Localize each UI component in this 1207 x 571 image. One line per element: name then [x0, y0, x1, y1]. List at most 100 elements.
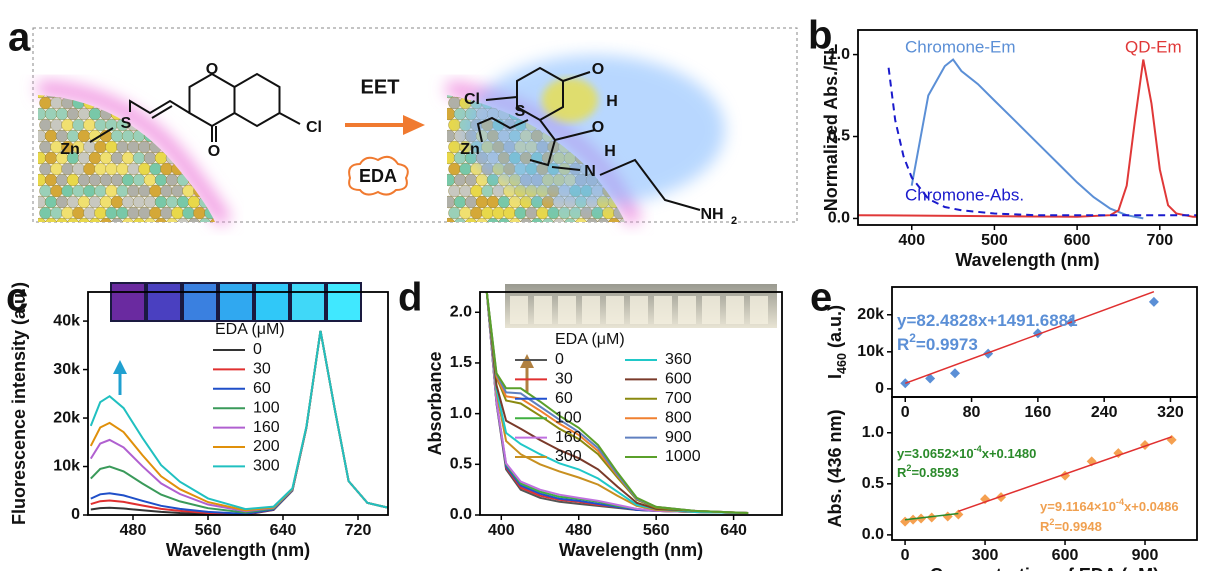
legend-label: 60: [555, 390, 573, 407]
annotation: R2=0.8593: [897, 463, 959, 480]
sphere: [194, 207, 206, 219]
diagram-label: NH: [700, 206, 723, 223]
sphere: [122, 196, 134, 208]
x-tick-label: 500: [981, 232, 1008, 249]
annotation: y=82.4828x+1491.6881: [897, 311, 1078, 330]
label-part: y=82.4828x+1491.6881: [897, 311, 1078, 330]
panel-label: a: [8, 16, 31, 60]
sphere: [67, 108, 79, 120]
sphere: [172, 185, 184, 197]
legend-label: 30: [253, 361, 271, 378]
diagram-label: O: [592, 119, 604, 136]
sphere: [482, 185, 494, 197]
diagram-label: H: [604, 143, 616, 160]
sphere: [471, 207, 483, 219]
x-tick-label: 400: [898, 232, 925, 249]
y-axis-label: Absorbance: [425, 351, 445, 455]
series-label: Chromone-Abs.: [905, 185, 1024, 204]
legend-label: 0: [555, 351, 564, 368]
legend-label: 1000: [665, 448, 701, 465]
legend-label: 0: [253, 341, 262, 358]
sphere: [128, 141, 140, 153]
y-tick-label: 1.0: [450, 405, 472, 422]
sphere: [460, 163, 472, 175]
legend-label: 60: [253, 380, 271, 397]
sphere: [89, 196, 101, 208]
sphere: [67, 174, 79, 186]
sphere: [144, 196, 156, 208]
annotation: R2=0.9948: [1040, 517, 1102, 534]
sphere: [155, 174, 167, 186]
sphere: [51, 163, 63, 175]
sphere: [40, 141, 52, 153]
x-tick-label: 80: [963, 404, 981, 421]
x-tick-label: 900: [1132, 547, 1159, 564]
sphere: [526, 207, 538, 219]
panel-label: d: [398, 276, 422, 320]
y-tick-label: 0.5: [862, 475, 884, 492]
x-tick-label: 240: [1091, 404, 1118, 421]
sphere: [139, 207, 151, 219]
sphere: [40, 163, 52, 175]
sphere: [117, 207, 129, 219]
series-label: Chromone-Em: [905, 37, 1016, 56]
x-tick-label: 720: [345, 522, 372, 539]
legend-label: 300: [253, 458, 280, 475]
sphere: [454, 196, 466, 208]
sphere: [95, 141, 107, 153]
y-tick-label: 10k: [53, 458, 80, 475]
y-tick-label: 1.5: [450, 354, 472, 371]
label-part: =0.8593: [911, 465, 958, 480]
sphere: [111, 196, 123, 208]
sphere: [100, 196, 112, 208]
sphere: [144, 174, 156, 186]
diagram-label: O: [208, 143, 220, 160]
sphere: [449, 141, 461, 153]
sphere: [482, 207, 494, 219]
sphere: [106, 185, 118, 197]
legend-title: EDA (μM): [215, 321, 285, 338]
sphere: [504, 207, 516, 219]
legend-label: 800: [665, 409, 692, 426]
sphere: [166, 174, 178, 186]
diagram-label: EET: [361, 76, 400, 98]
sphere: [471, 185, 483, 197]
sphere: [117, 141, 129, 153]
panel-label: b: [808, 14, 832, 58]
x-tick-label: 160: [1025, 404, 1052, 421]
x-tick-label: 560: [643, 522, 670, 539]
x-axis-label: Wavelength (nm): [955, 250, 1099, 270]
label-part: x+0.1480: [982, 446, 1037, 461]
sphere: [51, 119, 63, 131]
sphere: [166, 196, 178, 208]
sphere: [45, 174, 57, 186]
sphere: [89, 108, 101, 120]
sphere: [89, 152, 101, 164]
sphere: [150, 207, 162, 219]
sphere: [548, 207, 560, 219]
label-part: y=3.0652×10: [897, 446, 974, 461]
diagram-label: Cl: [306, 119, 322, 136]
y-tick-label: 0: [71, 506, 80, 523]
sphere: [515, 207, 527, 219]
legend-label: 600: [665, 371, 692, 388]
sphere: [155, 196, 167, 208]
diagram-label: O: [592, 61, 604, 78]
diagram-label: N: [584, 163, 596, 180]
sphere: [454, 174, 466, 186]
sphere: [56, 196, 68, 208]
y-tick-label: 0.5: [450, 456, 472, 473]
sphere: [133, 152, 145, 164]
sphere: [62, 163, 74, 175]
sphere: [51, 185, 63, 197]
sphere: [122, 174, 134, 186]
series-label: QD-Em: [1125, 37, 1182, 56]
sphere: [581, 207, 593, 219]
sphere: [56, 130, 68, 142]
x-tick-label: 320: [1157, 404, 1184, 421]
legend-label: 30: [555, 371, 573, 388]
figure: a EETEDAZnSOOClZnSClOHOHNNH2400500600700…: [0, 0, 1207, 571]
x-tick-label: 640: [720, 522, 747, 539]
sphere: [40, 119, 52, 131]
legend-label: 360: [665, 351, 692, 368]
